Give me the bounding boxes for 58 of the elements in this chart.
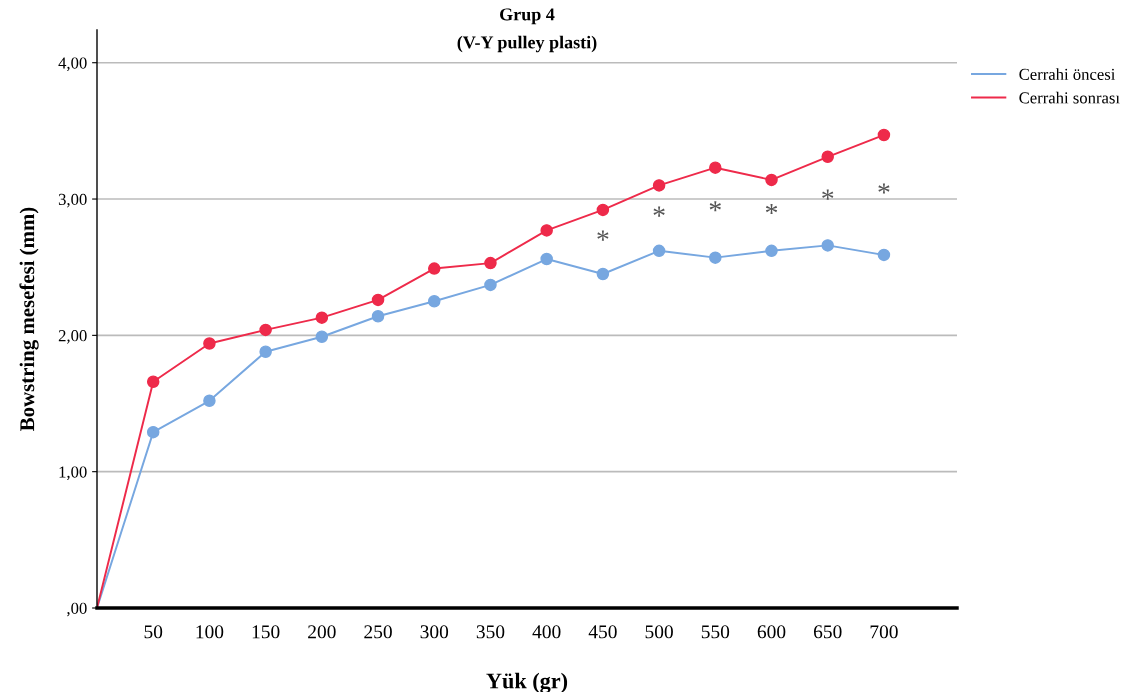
- annotation: *: [765, 203, 778, 215]
- point: [259, 345, 272, 358]
- point: [821, 150, 834, 164]
- x-tick-label: 450: [588, 625, 617, 639]
- point: [371, 293, 385, 307]
- y-tick-label: 2,00: [58, 330, 87, 344]
- annotation: *: [878, 183, 890, 194]
- point: [203, 394, 216, 408]
- chart-subtitle: (V-Y pulley plasti): [457, 35, 597, 53]
- point: [596, 267, 610, 281]
- x-tick-label: 50: [144, 625, 163, 639]
- x-tick-label: 650: [813, 625, 842, 639]
- annotation: *: [597, 230, 609, 241]
- x-tick-label: 100: [196, 625, 224, 639]
- x-tick-label: 300: [420, 625, 449, 639]
- y-tick-label: ,00: [67, 602, 87, 617]
- x-tick-label: 500: [645, 625, 673, 639]
- point: [203, 337, 216, 350]
- annotation: *: [822, 189, 834, 200]
- legend-label: Cerrahi sonrası: [1019, 91, 1120, 104]
- x-tick-label: 250: [364, 625, 392, 639]
- point: [596, 203, 610, 217]
- point: [146, 425, 160, 439]
- point: [877, 128, 891, 142]
- point: [371, 310, 385, 323]
- y-axis-title: Bowstring mesefesi (mm): [19, 207, 39, 431]
- x-tick-label: 400: [532, 625, 561, 639]
- point: [652, 244, 666, 258]
- x-tick-label: 600: [757, 625, 786, 639]
- x-tick-label: 700: [870, 625, 898, 639]
- point: [428, 262, 441, 275]
- chart-title: Grup 4: [500, 8, 555, 25]
- x-tick-label: 350: [476, 625, 505, 639]
- x-tick-label: 200: [308, 625, 336, 639]
- point: [484, 278, 497, 292]
- point: [315, 311, 329, 324]
- y-tick-label: 4,00: [58, 57, 87, 72]
- point: [146, 375, 160, 388]
- x-tick-label: 150: [252, 625, 280, 639]
- point: [765, 173, 778, 187]
- point: [259, 323, 272, 337]
- point: [484, 256, 497, 270]
- point: [540, 224, 553, 237]
- point: [765, 244, 778, 258]
- point: [709, 251, 722, 264]
- y-tick-label: 3,00: [58, 193, 87, 208]
- point: [877, 248, 891, 262]
- y-tick-label: 1,00: [59, 466, 87, 481]
- annotation: *: [709, 201, 721, 212]
- point: [428, 295, 441, 308]
- legend-label: Cerrahi öncesi: [1019, 68, 1116, 80]
- point: [540, 252, 553, 266]
- point: [652, 179, 666, 192]
- x-tick-label: 550: [701, 625, 730, 639]
- point: [315, 330, 329, 343]
- annotation: *: [653, 206, 665, 217]
- point: [821, 239, 834, 252]
- point: [709, 161, 722, 174]
